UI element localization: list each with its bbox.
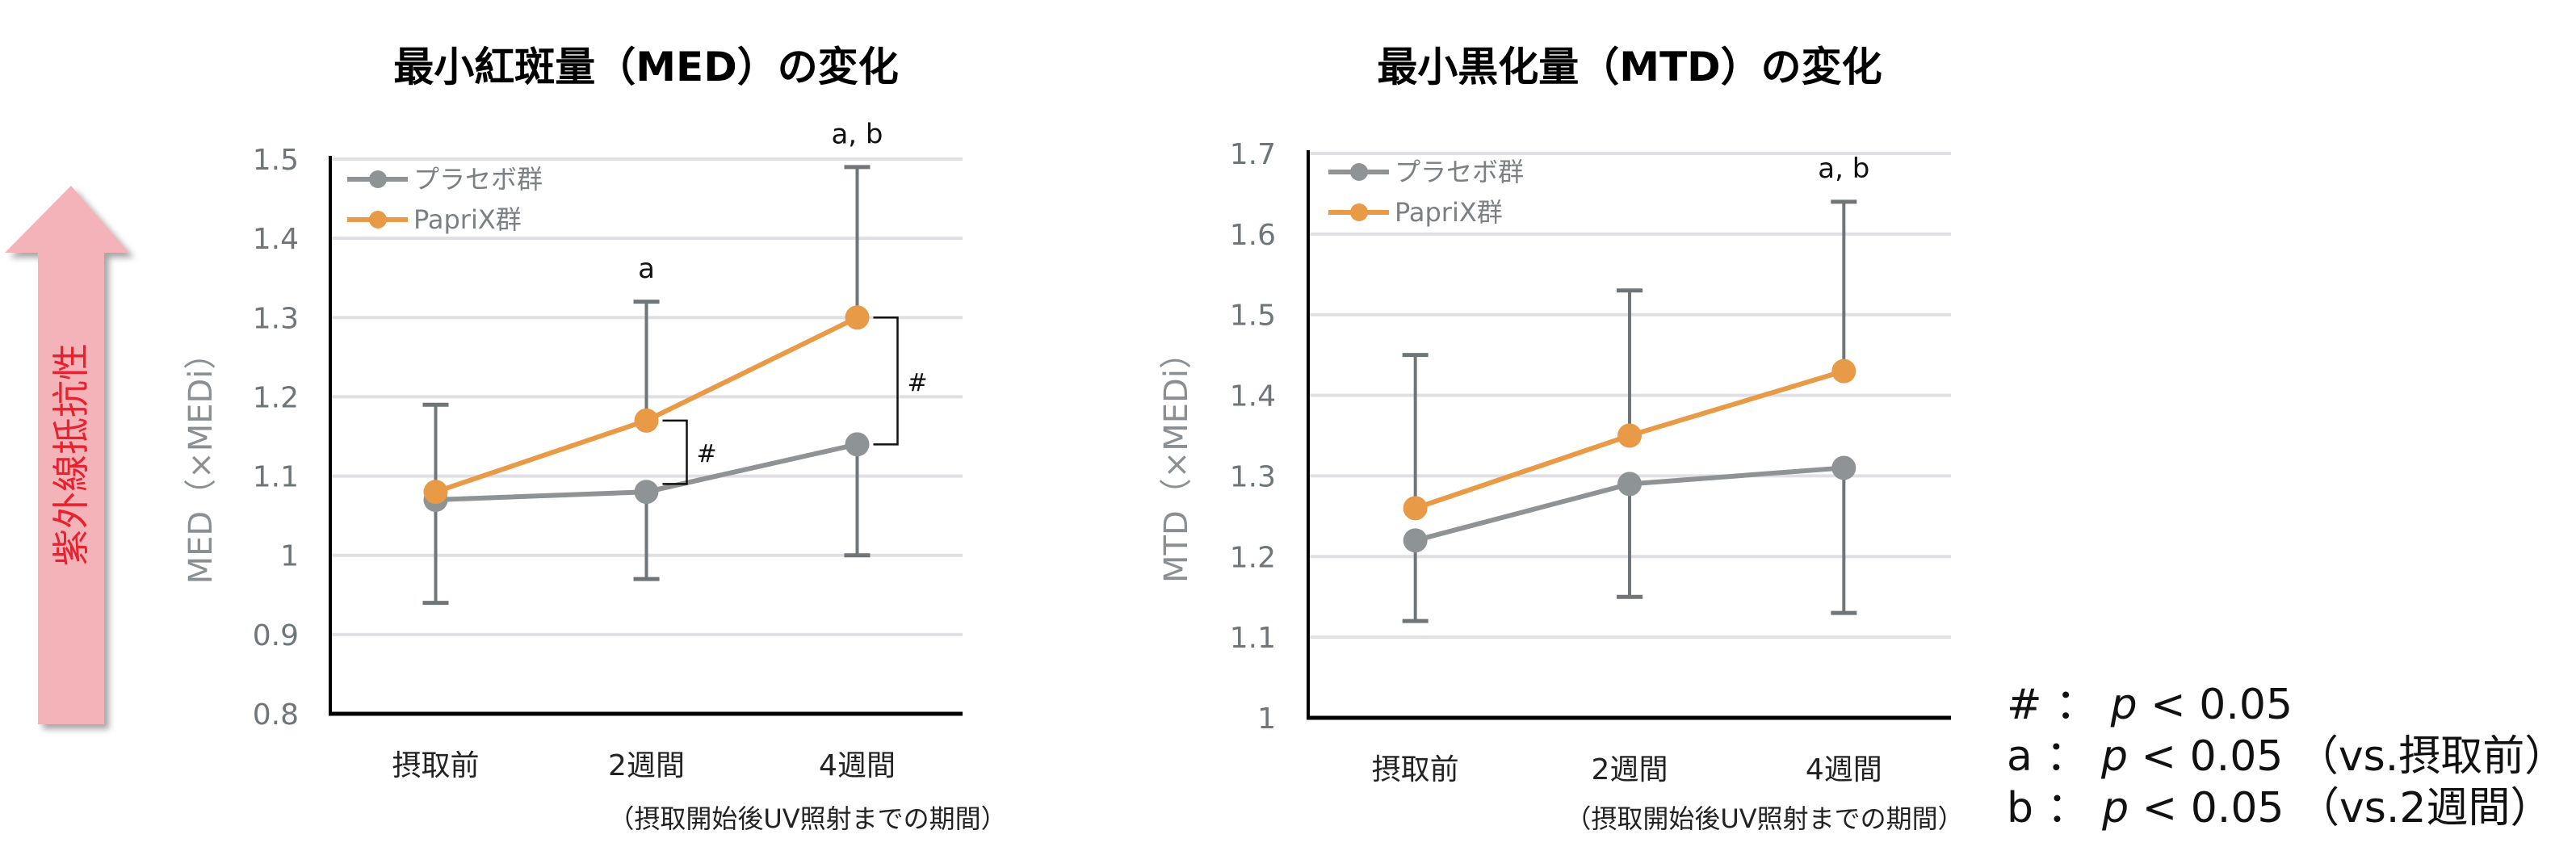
data-point bbox=[1403, 496, 1428, 521]
significance-annotation: a bbox=[638, 253, 655, 285]
y-axis-label: MED（×MEDi） bbox=[183, 338, 220, 585]
data-point bbox=[845, 305, 870, 330]
key-entry: a ： p < 0.05 （vs.摂取前） bbox=[2007, 732, 2566, 781]
y-tick-label: 1.6 bbox=[1230, 219, 1276, 252]
data-point bbox=[423, 480, 448, 505]
mtd-chart: 最小黒化量（MTD）の変化 1 1.1 1.2 1.3 1.4 1.5 1.6 1.7 MTD（×… bbox=[1158, 44, 1964, 834]
chart-title: 最小紅斑量（MED）の変化 bbox=[393, 44, 898, 90]
significance-hash: # bbox=[908, 369, 928, 397]
key-symbol: a ： bbox=[2007, 732, 2101, 781]
y-tick-label: 1 bbox=[1257, 702, 1276, 736]
y-axis-label: MTD（×MEDi） bbox=[1158, 337, 1195, 583]
legend-marker bbox=[1350, 203, 1368, 221]
data-point bbox=[1831, 359, 1856, 384]
x-tick-label: 4週間 bbox=[819, 749, 896, 782]
y-tick-label: 1.3 bbox=[1230, 460, 1276, 493]
x-axis-label: （摂取開始後UV照射までの期間） bbox=[608, 803, 1006, 834]
x-tick-label: 4週間 bbox=[1806, 753, 1882, 786]
key-p: p bbox=[2100, 732, 2128, 781]
uv-resistance-arrow: 紫外線抵抗性 bbox=[5, 186, 129, 724]
data-point bbox=[845, 432, 870, 457]
data-point bbox=[634, 408, 659, 433]
significance-key: # ： p < 0.05a ： p < 0.05 （vs.摂取前）b ： p <… bbox=[2007, 681, 2566, 832]
legend-label: プラセボ群 bbox=[1395, 157, 1524, 187]
key-entry: # ： p < 0.05 bbox=[2007, 681, 2293, 729]
med-chart: 最小紅斑量（MED）の変化 0.8 0.9 1 1.1 1.2 1.3 1.4 1.5 MED（×… bbox=[183, 44, 1007, 834]
x-tick-label: 摂取前 bbox=[392, 749, 479, 782]
legend-label: プラセボ群 bbox=[413, 164, 543, 195]
data-point bbox=[1831, 455, 1856, 480]
y-tick-label: 1.1 bbox=[1230, 622, 1276, 655]
y-tick-label: 0.9 bbox=[253, 619, 299, 652]
data-point bbox=[634, 480, 659, 505]
y-tick-label: 1.7 bbox=[1230, 138, 1276, 171]
key-threshold: < 0.05 （vs.2週間） bbox=[2129, 784, 2552, 832]
key-threshold: < 0.05 bbox=[2138, 681, 2293, 729]
key-p: p bbox=[2110, 681, 2138, 729]
y-tick-label: 1 bbox=[280, 540, 299, 573]
key-threshold: < 0.05 （vs.摂取前） bbox=[2128, 732, 2566, 781]
y-tick-label: 1.2 bbox=[253, 381, 299, 414]
y-tick-label: 1.5 bbox=[253, 144, 299, 177]
y-tick-label: 1.2 bbox=[1230, 541, 1276, 574]
legend-marker bbox=[369, 170, 387, 188]
chart-title: 最小黒化量（MTD）の変化 bbox=[1377, 44, 1882, 90]
y-tick-label: 1.1 bbox=[253, 461, 299, 494]
uv-resistance-label: 紫外線抵抗性 bbox=[49, 343, 93, 566]
y-tick-label: 1.4 bbox=[253, 223, 299, 256]
key-symbol: # ： bbox=[2007, 681, 2111, 729]
x-tick-label: 摂取前 bbox=[1372, 753, 1459, 786]
y-tick-label: 1.3 bbox=[253, 302, 299, 335]
key-p: p bbox=[2101, 784, 2129, 832]
significance-annotation: a, b bbox=[831, 118, 883, 150]
data-point bbox=[1617, 423, 1642, 448]
significance-annotation: a, b bbox=[1818, 153, 1869, 185]
significance-bracket bbox=[873, 317, 899, 446]
x-tick-label: 2週間 bbox=[1592, 753, 1668, 786]
arrow-up-icon bbox=[5, 186, 129, 724]
legend-marker bbox=[1350, 163, 1368, 181]
key-symbol: b ： bbox=[2007, 784, 2102, 832]
y-tick-label: 0.8 bbox=[253, 698, 299, 732]
data-point bbox=[1617, 472, 1642, 497]
significance-bracket bbox=[662, 419, 688, 485]
key-entry: b ： p < 0.05 （vs.2週間） bbox=[2007, 784, 2553, 832]
legend-label: PapriX群 bbox=[1395, 197, 1503, 228]
y-tick-label: 1.4 bbox=[1230, 380, 1276, 413]
significance-hash: # bbox=[697, 440, 717, 468]
y-tick-label: 1.5 bbox=[1230, 300, 1276, 333]
data-point bbox=[1403, 528, 1428, 553]
legend-marker bbox=[369, 211, 387, 229]
x-axis-label: （摂取開始後UV照射までの期間） bbox=[1565, 803, 1963, 834]
legend-label: PapriX群 bbox=[413, 204, 522, 235]
x-tick-label: 2週間 bbox=[608, 749, 685, 782]
